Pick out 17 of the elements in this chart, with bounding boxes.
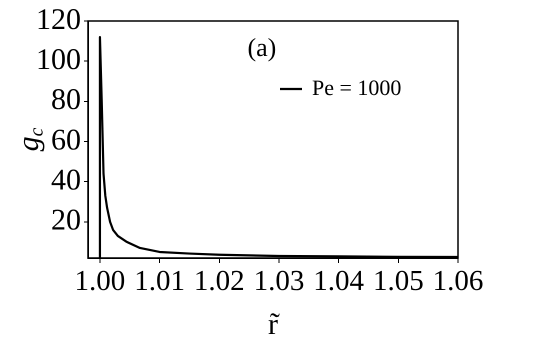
y-tick-label: 100 xyxy=(36,43,81,76)
y-tick-label: 120 xyxy=(36,2,81,36)
x-tick-label: 1.05 xyxy=(372,265,424,298)
annotation: (a) xyxy=(247,32,276,62)
x-tick-label: 1.02 xyxy=(194,265,245,298)
y-tick-label: 80 xyxy=(51,83,81,116)
x-tick-label: 1.03 xyxy=(254,265,304,298)
y-tick-label: 20 xyxy=(51,204,81,237)
legend-label: Pe = 1000 xyxy=(312,74,402,100)
x-tick-label: 1.06 xyxy=(432,265,484,298)
y-tick-label: 40 xyxy=(51,164,81,197)
y-axis-title: gc xyxy=(12,127,48,152)
x-tick-label: 1.04 xyxy=(313,265,365,298)
y-tick-label: 60 xyxy=(51,123,81,156)
x-axis-title: r̃ xyxy=(268,308,280,341)
x-tick-label: 1.00 xyxy=(74,265,126,298)
x-tick-label: 1.01 xyxy=(134,265,185,298)
